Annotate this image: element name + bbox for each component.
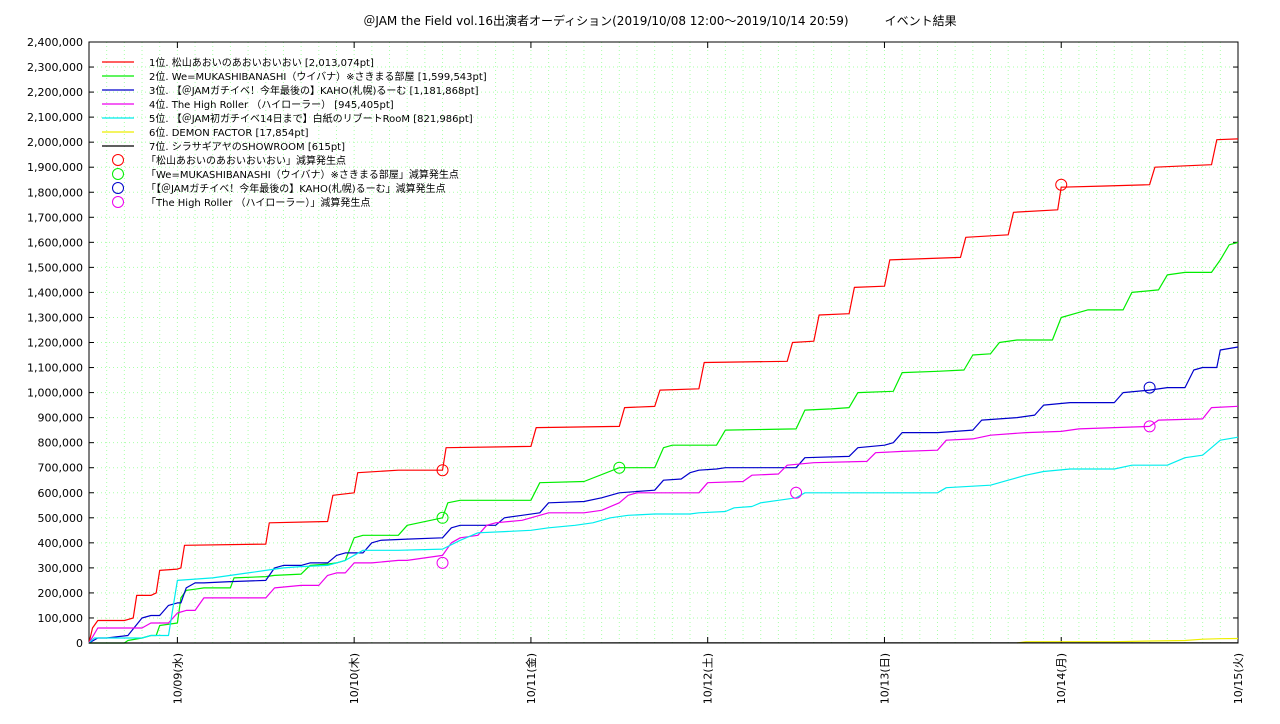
y-tick-label: 100,000 [38,612,84,625]
y-tick-label: 400,000 [38,537,84,550]
y-tick-label: 200,000 [38,587,84,600]
series-line-3 [89,347,1238,643]
y-tick-label: 1,900,000 [27,161,83,174]
marker-layer [437,179,1155,568]
y-tick-label: 800,000 [38,437,84,450]
y-tick-label: 1,100,000 [27,362,83,375]
y-tick-label: 1,000,000 [27,387,83,400]
y-tick-label: 2,100,000 [27,111,83,124]
legend-label-series-4: 4位. The High Roller （ハイローラー） [945,405pt] [149,98,394,111]
y-tick-label: 1,400,000 [27,286,83,299]
subtraction-marker-4 [791,487,802,498]
y-tick-label: 1,700,000 [27,211,83,224]
legend: 1位. 松山あおいのあおいおいおい [2,013,074pt]2位. We=MU… [102,56,487,209]
y-tick-label: 1,200,000 [27,337,83,350]
y-tick-label: 700,000 [38,462,84,475]
y-tick-label: 0 [76,637,83,650]
y-tick-label: 300,000 [38,562,84,575]
y-tick-label: 2,400,000 [27,36,83,49]
legend-label-series-6: 6位. DEMON FACTOR [17,854pt] [149,126,309,139]
legend-swatch-marker-1 [113,155,124,166]
x-tick-label: 10/12(土) [702,653,715,704]
legend-swatch-marker-4 [113,197,124,208]
legend-label-series-2: 2位. We=MUKASHIBANASHI（ウイバナ）※さきまる部屋 [1,59… [149,70,487,83]
legend-label-marker-2: 「We=MUKASHIBANASHI（ウイバナ）※さきまる部屋」減算発生点 [146,168,459,181]
subtraction-marker-3 [1144,382,1155,393]
x-tick-label: 10/13(日) [878,653,891,704]
y-tick-label: 1,800,000 [27,186,83,199]
legend-swatch-marker-2 [113,169,124,180]
y-tick-label: 500,000 [38,512,84,525]
x-tick-label: 10/10(木) [348,653,361,704]
y-tick-label: 1,500,000 [27,261,83,274]
legend-label-series-3: 3位. 【＠JAMガチイベ！今年最後の】KAHO(札幌)るーむ [1,181,8… [149,84,479,97]
y-tick-label: 1,300,000 [27,311,83,324]
y-tick-label: 1,600,000 [27,236,83,249]
legend-label-marker-1: 「松山あおいのあおいおいおい」減算発生点 [146,154,346,167]
y-tick-label: 2,300,000 [27,61,83,74]
series-line-4 [89,406,1238,643]
legend-label-series-5: 5位. 【＠JAM初ガチイベ14日まで】白紙のリブートRooM [821,986… [149,112,473,125]
y-tick-label: 2,200,000 [27,86,83,99]
legend-label-series-7: 7位. シラサギアヤのSHOWROOM [615pt] [149,140,345,153]
y-tick-label: 900,000 [38,412,84,425]
x-tick-label: 10/11(金) [524,653,538,704]
y-tick-label: 2,000,000 [27,136,83,149]
x-tick-label: 10/14(月) [1055,653,1068,704]
x-tick-label: 10/15(火) [1232,653,1245,704]
legend-label-marker-4: 「The High Roller （ハイローラー）」減算発生点 [146,196,370,209]
y-tick-label: 600,000 [38,487,84,500]
chart-title: ＠JAM the Field vol.16出演者オーディション(2019/10/… [363,13,956,28]
legend-label-series-1: 1位. 松山あおいのあおいおいおい [2,013,074pt] [149,56,374,69]
legend-label-marker-3: 「【＠JAMガチイベ！今年最後の】KAHO(札幌)るーむ」減算発生点 [146,182,446,195]
x-tick-label: 10/09(水) [171,653,184,704]
